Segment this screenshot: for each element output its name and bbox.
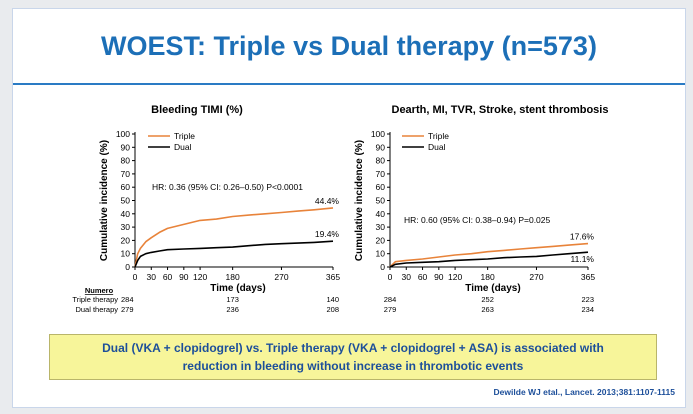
chart1-y-axis-label: Cumulative incidence (%) [99, 140, 110, 261]
chart1-x-tick-label: 270 [274, 272, 288, 282]
chart2-risk-value: 234 [581, 305, 594, 314]
chart2-risk-value: 223 [581, 295, 594, 304]
chart2-y-tick-label: 100 [371, 129, 385, 139]
chart2-x-tick-label: 365 [581, 272, 595, 282]
chart1-title: Bleeding TIMI (%) [151, 104, 243, 116]
chart1-x-tick-label: 0 [133, 272, 138, 282]
chart2-y-tick-label: 60 [376, 182, 386, 192]
callout-line-2: reduction in bleeding without increase i… [182, 359, 524, 373]
chart1-legend-triple-label: Triple [174, 131, 195, 141]
callout-line-1: Dual (VKA + clopidogrel) vs. Triple ther… [102, 341, 604, 355]
chart2-x-tick-label: 60 [418, 272, 428, 282]
chart1-risk-value: 173 [226, 295, 239, 304]
chart2-y-tick-label: 80 [376, 156, 386, 166]
slide: WOEST: Triple vs Dual therapy (n=573) Du… [12, 8, 686, 408]
chart2-y-tick-label: 20 [376, 235, 386, 245]
chart2-risk-value: 279 [384, 305, 397, 314]
chart2-y-tick-label: 30 [376, 222, 386, 232]
chart2-title: Dearth, MI, TVR, Stroke, stent thrombosi… [392, 104, 609, 116]
chart2-x-tick-label: 120 [448, 272, 462, 282]
chart1-risk-value: 279 [121, 305, 134, 314]
chart1-hr-annotation: HR: 0.36 (95% CI: 0.26–0.50) P<0.0001 [152, 182, 303, 192]
conclusion-callout: Dual (VKA + clopidogrel) vs. Triple ther… [49, 334, 657, 380]
chart2-x-tick-label: 90 [434, 272, 444, 282]
chart1-series-dual-line [134, 240, 334, 268]
chart1-y-tick-label: 80 [121, 156, 131, 166]
chart1-x-tick-label: 30 [147, 272, 157, 282]
chart1-y-tick-label: 10 [121, 249, 131, 259]
chart2-risk-value: 252 [481, 295, 494, 304]
chart1-legend-dual-label: Dual [174, 142, 192, 152]
chart2-y-tick-label: 70 [376, 169, 386, 179]
chart1-y-tick-label: 60 [121, 182, 131, 192]
chart1-series-triple-line [134, 207, 334, 268]
chart1-x-tick-label: 365 [326, 272, 340, 282]
chart2-x-axis-label: Time (days) [465, 283, 520, 294]
citation: Dewilde WJ etal., Lancet. 2013;381:1107-… [493, 387, 675, 397]
chart2-end-label-dual: 11.1% [571, 254, 595, 264]
chart1-risk-value: 140 [326, 295, 339, 304]
chart2-y-tick-label: 0 [380, 262, 385, 272]
chart1-risk-value: 236 [226, 305, 239, 314]
chart1-y-tick-label: 100 [116, 129, 130, 139]
chart2-end-label-triple: 17.6% [570, 232, 595, 242]
chart2-x-tick-label: 30 [402, 272, 412, 282]
chart1-x-tick-label: 180 [226, 272, 240, 282]
chart2-risk-value: 263 [481, 305, 494, 314]
chart2-series-triple-line [389, 242, 589, 268]
chart2-y-axis-label: Cumulative incidence (%) [354, 140, 365, 261]
chart2-risk-value: 284 [384, 295, 397, 304]
chart2-legend-dual-label: Dual [428, 142, 446, 152]
chart2-y-tick-label: 10 [376, 249, 386, 259]
chart2-y-tick-label: 40 [376, 209, 386, 219]
slide-title: WOEST: Triple vs Dual therapy (n=573) [13, 9, 685, 85]
chart1-y-tick-label: 90 [121, 142, 131, 152]
chart1-y-tick-label: 0 [125, 262, 130, 272]
chart1-x-tick-label: 120 [193, 272, 207, 282]
chart1-risk-table-header: Numero [85, 286, 114, 295]
chart1-risk-row-label: Dual therapy [75, 305, 118, 314]
chart2-legend-triple-label: Triple [428, 131, 449, 141]
chart1-risk-row-label: Triple therapy [72, 295, 118, 304]
chart2-y-tick-label: 90 [376, 142, 386, 152]
chart1-y-tick-label: 40 [121, 209, 131, 219]
chart1-end-label-dual: 19.4% [315, 229, 340, 239]
chart1-risk-value: 208 [326, 305, 339, 314]
chart2-hr-annotation: HR: 0.60 (95% CI: 0.38–0.94) P=0.025 [404, 215, 551, 225]
chart1-end-label-triple: 44.4% [315, 196, 340, 206]
chart2-y-tick-label: 50 [376, 196, 386, 206]
chart1-x-axis-label: Time (days) [210, 283, 265, 294]
chart2-series-dual-line [389, 251, 589, 268]
chart1-risk-value: 284 [121, 295, 134, 304]
chart1-y-tick-label: 50 [121, 196, 131, 206]
chart1-y-tick-label: 30 [121, 222, 131, 232]
chart2-x-tick-label: 270 [529, 272, 543, 282]
chart1-y-tick-label: 20 [121, 235, 131, 245]
chart2-x-tick-label: 0 [388, 272, 393, 282]
chart1-y-tick-label: 70 [121, 169, 131, 179]
chart1-x-tick-label: 90 [179, 272, 189, 282]
chart2-x-tick-label: 180 [481, 272, 495, 282]
chart1-x-tick-label: 60 [163, 272, 173, 282]
